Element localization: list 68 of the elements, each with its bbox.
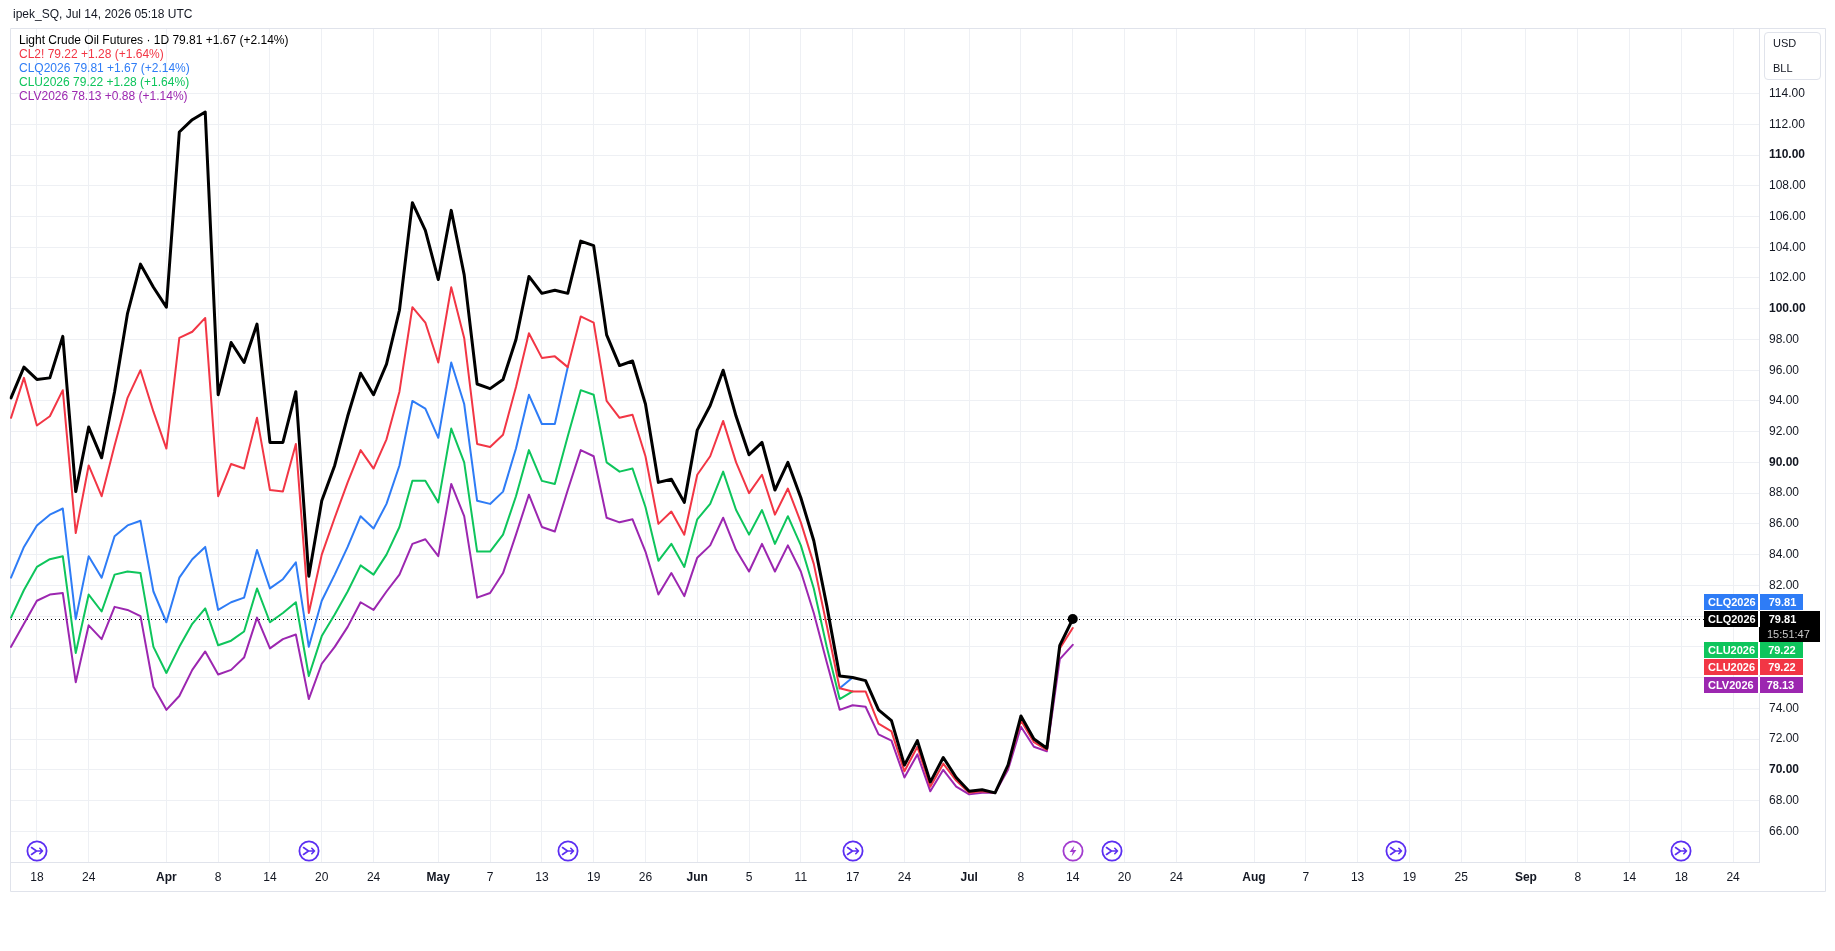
annotation: CLQ2026 79.81 — [1704, 594, 1803, 610]
x-tick-label: 8 — [1017, 869, 1025, 884]
annotation: CLQ2026 79.81 — [1704, 611, 1820, 627]
x-tick-label: 8 — [1574, 869, 1582, 884]
x-tick-label: 24 — [366, 869, 381, 884]
y-tick-label: 66.00 — [1769, 823, 1800, 838]
text: CLQ2026 79.81 +1.67 (+2.14%) — [19, 61, 191, 75]
y-tick-label: 112.00 — [1769, 116, 1806, 131]
y-tick-label: 82.00 — [1769, 577, 1800, 592]
x-tick-label: 24 — [897, 869, 912, 884]
text: BLL — [1773, 62, 1793, 75]
x-tick-label: 7 — [1302, 869, 1310, 884]
y-tick-label: 88.00 — [1769, 485, 1800, 500]
x-tick-label: 18 — [1674, 869, 1689, 884]
text: CLV2026 78.13 +0.88 (+1.14%) — [19, 89, 189, 103]
x-tick-label: 20 — [315, 869, 329, 884]
y-tick-label: 100.00 — [1769, 301, 1807, 316]
y-tick-label: 108.00 — [1769, 178, 1807, 193]
x-tick-label: 19 — [586, 869, 601, 884]
x-tick-label: 8 — [214, 869, 222, 884]
y-tick-label: 110.00 — [1769, 147, 1806, 162]
x-tick-label: 18 — [30, 869, 44, 884]
chart-title: ipek_SQ, Jul 14, 2026 05:18 UTC — [13, 7, 193, 21]
x-tick-label: Aug — [1242, 869, 1266, 884]
x-tick-label: Sep — [1514, 869, 1537, 884]
x-tick-label: 25 — [1454, 869, 1469, 884]
x-tick-label: 17 — [845, 869, 860, 884]
y-tick-label: 70.00 — [1769, 762, 1800, 777]
y-tick-label: 102.00 — [1769, 270, 1807, 285]
annotation: CLU2026 79.22 — [1704, 642, 1803, 658]
y-tick-label: 72.00 — [1769, 731, 1800, 746]
x-tick-label: 14 — [1622, 869, 1637, 884]
y-tick-label: 94.00 — [1769, 393, 1800, 408]
x-tick-label: 26 — [638, 869, 653, 884]
x-tick-label: 24 — [1726, 869, 1741, 884]
annotation: CLU2026 79.22 — [1704, 659, 1803, 675]
y-tick-label: 86.00 — [1769, 516, 1800, 531]
y-tick-label: 98.00 — [1769, 331, 1800, 346]
x-tick-label: 13 — [535, 869, 549, 884]
x-tick-label: Jul — [960, 869, 978, 884]
annotation: CLV2026 78.13 — [1704, 677, 1803, 693]
text: USD — [1773, 37, 1797, 50]
x-tick-label: 7 — [486, 869, 494, 884]
x-tick-label: 24 — [82, 869, 96, 884]
y-tick-label: 96.00 — [1769, 362, 1800, 377]
x-tick-label: 11 — [794, 869, 808, 884]
text: 15:51:47 — [1759, 627, 1820, 642]
y-tick-label: 74.00 — [1769, 700, 1800, 715]
x-tick-label: 13 — [1350, 869, 1365, 884]
x-tick-label: Apr — [156, 869, 178, 884]
x-tick-label: 14 — [263, 869, 277, 884]
y-tick-label: 90.00 — [1769, 454, 1800, 469]
text: CLU2026 79.22 +1.28 (+1.64%) — [19, 75, 191, 89]
x-tick-label: 24 — [1169, 869, 1184, 884]
x-tick-label: 14 — [1066, 869, 1080, 884]
x-tick-label: 5 — [745, 869, 753, 884]
x-tick-label: May — [426, 869, 451, 884]
x-tick-label: Jun — [686, 869, 708, 884]
y-tick-label: 106.00 — [1769, 208, 1807, 223]
y-tick-label: 84.00 — [1769, 546, 1800, 561]
x-tick-label: 19 — [1402, 869, 1417, 884]
y-tick-label: 104.00 — [1769, 239, 1807, 254]
y-tick-label: 92.00 — [1769, 423, 1800, 438]
x-tick-label: 20 — [1117, 869, 1132, 884]
text: Light Crude Oil Futures · 1D 79.81 +1.67 (+2.14%) — [19, 33, 289, 47]
text: CL2! 79.22 +1.28 (+1.64%) — [19, 47, 165, 61]
y-tick-label: 114.00 — [1769, 85, 1806, 100]
y-tick-label: 68.00 — [1769, 792, 1800, 807]
